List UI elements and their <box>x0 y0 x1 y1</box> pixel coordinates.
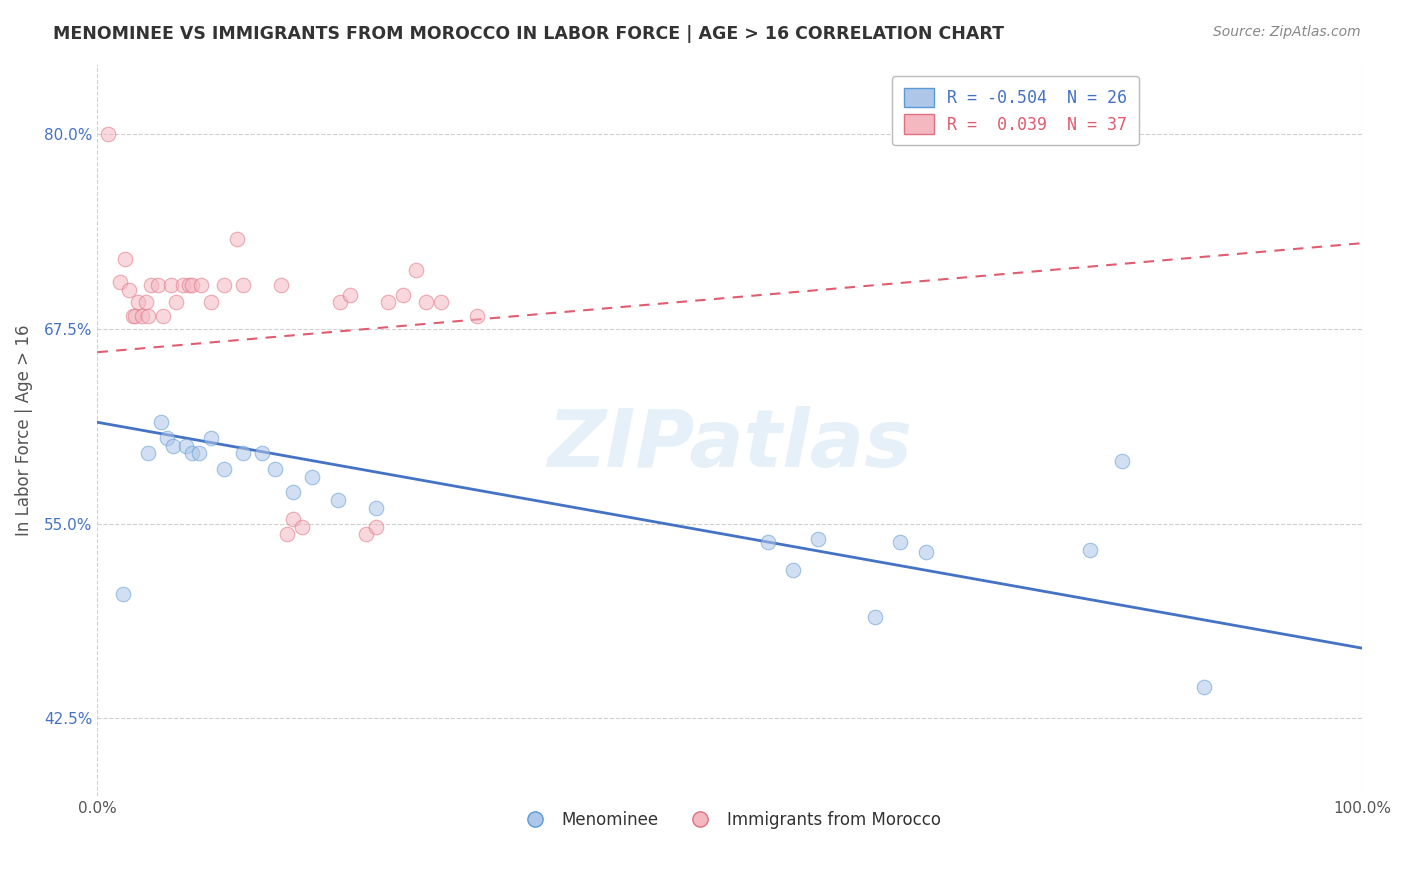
Point <box>136 446 159 460</box>
Point <box>430 295 453 310</box>
Point <box>187 446 209 460</box>
Text: MENOMINEE VS IMMIGRANTS FROM MOROCCO IN LABOR FORCE | AGE > 16 CORRELATION CHART: MENOMINEE VS IMMIGRANTS FROM MOROCCO IN … <box>53 25 1004 43</box>
Point <box>291 519 314 533</box>
Point <box>283 485 305 500</box>
Point <box>364 500 387 515</box>
Point <box>405 262 427 277</box>
Point <box>110 275 132 289</box>
Text: Source: ZipAtlas.com: Source: ZipAtlas.com <box>1213 25 1361 39</box>
Point <box>122 310 145 324</box>
Point <box>127 295 149 310</box>
Point <box>276 527 298 541</box>
Point <box>165 295 187 310</box>
Point <box>756 535 779 549</box>
Point <box>190 278 212 293</box>
Point <box>377 295 399 310</box>
Point <box>392 287 415 301</box>
Point <box>172 278 194 293</box>
Point <box>270 278 292 293</box>
Point <box>156 431 179 445</box>
Point <box>329 295 352 310</box>
Point <box>1192 680 1215 694</box>
Point <box>465 310 488 324</box>
Point <box>200 431 222 445</box>
Point <box>914 544 936 558</box>
Point <box>283 512 305 526</box>
Point <box>200 295 222 310</box>
Point <box>250 446 273 460</box>
Point <box>225 231 247 245</box>
Point <box>114 252 136 266</box>
Point <box>364 519 387 533</box>
Point <box>177 278 200 293</box>
Point <box>301 470 323 484</box>
Point <box>263 462 285 476</box>
Point <box>135 295 157 310</box>
Legend: Menominee, Immigrants from Morocco: Menominee, Immigrants from Morocco <box>512 804 948 835</box>
Point <box>354 527 377 541</box>
Point <box>212 278 235 293</box>
Point <box>139 278 162 293</box>
Point <box>181 278 204 293</box>
Point <box>97 127 120 141</box>
Point <box>863 610 886 624</box>
Point <box>1078 543 1101 558</box>
Point <box>232 278 254 293</box>
Point <box>162 439 184 453</box>
Point <box>174 439 197 453</box>
Point <box>131 310 153 324</box>
Point <box>111 586 134 600</box>
Text: ZIPatlas: ZIPatlas <box>547 406 912 483</box>
Y-axis label: In Labor Force | Age > 16: In Labor Force | Age > 16 <box>15 325 32 536</box>
Point <box>146 278 169 293</box>
Point <box>136 310 159 324</box>
Point <box>159 278 181 293</box>
Point <box>339 287 361 301</box>
Point <box>232 446 254 460</box>
Point <box>1111 454 1133 468</box>
Point <box>118 283 141 297</box>
Point <box>889 535 911 549</box>
Point <box>415 295 437 310</box>
Point <box>149 415 172 429</box>
Point <box>181 446 204 460</box>
Point <box>124 310 146 324</box>
Point <box>326 493 349 508</box>
Point <box>152 310 174 324</box>
Point <box>212 462 235 476</box>
Point <box>782 563 804 577</box>
Point <box>807 532 830 546</box>
